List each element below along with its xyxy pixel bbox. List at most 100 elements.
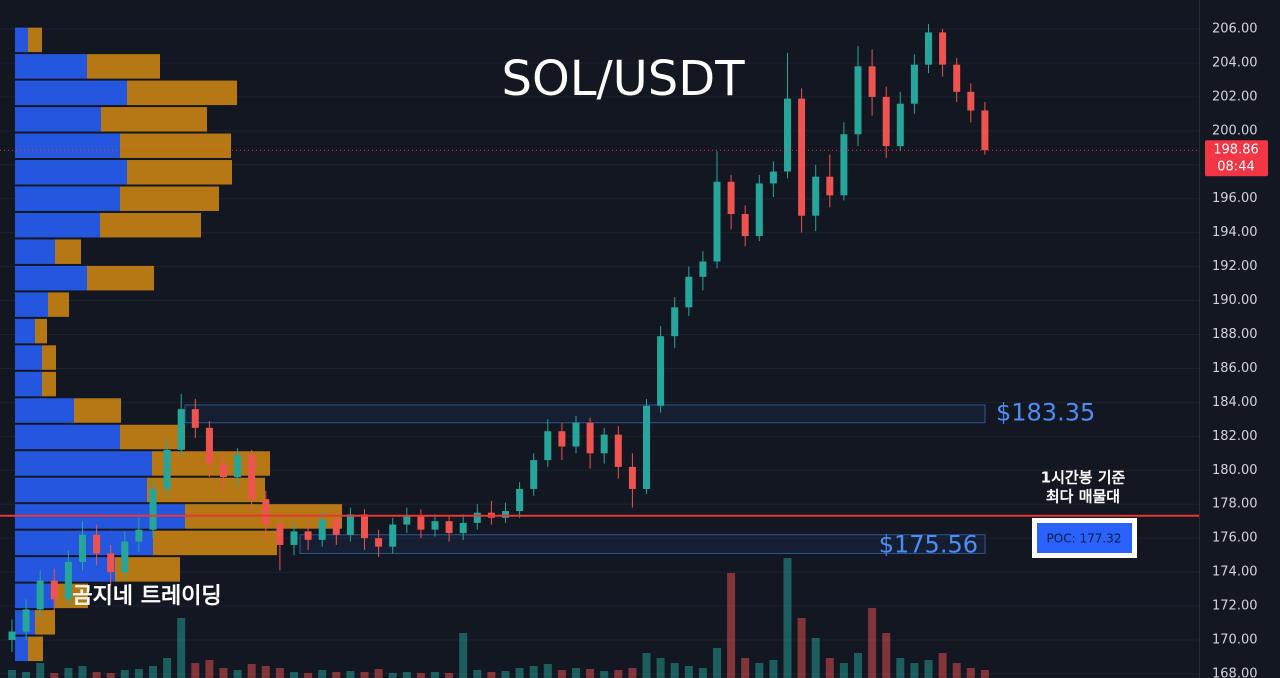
candle-body [854, 66, 862, 135]
candle-body [643, 405, 650, 489]
volume-bar [543, 664, 552, 678]
volume-bar [8, 670, 16, 678]
profile-sell [101, 107, 207, 132]
profile-buy [15, 160, 127, 185]
profile-buy [15, 239, 55, 264]
profile-buy [15, 54, 87, 79]
profile-sell [42, 371, 56, 397]
volume-bar [163, 658, 172, 678]
candle-body [671, 307, 679, 337]
candle-body [558, 431, 566, 447]
volume-bar [332, 672, 341, 678]
y-tick-label: 192.00 [1212, 259, 1258, 274]
y-tick-label: 178.00 [1212, 497, 1258, 512]
volume-bar [769, 660, 778, 678]
candle-body [220, 463, 227, 478]
volume-bar [92, 672, 101, 678]
candle-body [304, 531, 312, 540]
candle-body [346, 514, 354, 535]
candle-body [417, 516, 425, 530]
candle-body [332, 519, 340, 535]
candle-body [262, 499, 270, 525]
volume-bar [22, 672, 31, 678]
y-tick-label: 174.00 [1212, 565, 1258, 580]
candle-body [403, 516, 411, 525]
candle-body [8, 631, 16, 640]
profile-sell [153, 530, 277, 556]
volume-bar [416, 673, 425, 678]
profile-buy [15, 133, 120, 159]
candle-body [586, 422, 594, 454]
candle-body [361, 514, 368, 539]
candle-body [699, 261, 707, 277]
candle-body [22, 609, 30, 632]
volume-bar [811, 638, 820, 678]
y-tick-label: 204.00 [1212, 55, 1258, 70]
volume-bar [191, 663, 200, 678]
profile-sell [74, 398, 121, 423]
candle-body [459, 522, 467, 534]
profile-sell [127, 80, 237, 106]
y-tick-label: 184.00 [1212, 395, 1258, 410]
profile-buy [15, 477, 147, 503]
candle-body [953, 64, 961, 92]
y-tick-label: 202.00 [1212, 89, 1258, 104]
candle-body [868, 66, 876, 97]
candle-body [205, 427, 213, 464]
volume-bar [698, 668, 707, 678]
candle-body [910, 64, 918, 104]
profile-buy [15, 424, 120, 450]
candle-body [121, 541, 129, 573]
volume-bar [78, 666, 87, 678]
countdown-label: 08:44 [1217, 160, 1254, 175]
volume-bar [233, 670, 242, 678]
candle-body [798, 98, 806, 216]
y-tick-label: 194.00 [1212, 225, 1258, 240]
volume-bar [64, 668, 73, 678]
volume-bar [868, 608, 877, 678]
y-tick-label: 180.00 [1212, 463, 1258, 478]
candle-body [713, 181, 721, 262]
profile-buy [15, 583, 55, 609]
volume-bar [120, 670, 129, 678]
volume-bar [966, 668, 975, 678]
candle-body [50, 580, 58, 600]
candle-body [248, 454, 256, 500]
volume-bar [938, 653, 947, 678]
profile-buy [15, 107, 101, 132]
volume-bar [177, 618, 186, 678]
profile-sell [120, 133, 231, 159]
candle-body [628, 466, 636, 489]
profile-sell [120, 186, 219, 211]
volume-bar [205, 660, 214, 678]
candle-body [516, 488, 524, 512]
candle-body [191, 409, 199, 428]
y-tick-label: 186.00 [1212, 361, 1258, 376]
zone-label: $175.56 [879, 531, 978, 559]
profile-sell [55, 239, 81, 264]
candle-body [445, 521, 453, 534]
volume-bar [797, 618, 806, 678]
volume-bar [445, 673, 454, 678]
candle-body [755, 183, 763, 237]
candle-body [925, 32, 932, 65]
candle-body [657, 336, 665, 406]
volume-bar [36, 663, 45, 678]
profile-buy [15, 345, 42, 370]
candle-body [544, 431, 552, 461]
volume-bar [628, 668, 637, 678]
profile-buy [15, 265, 87, 291]
volume-bar [106, 673, 115, 678]
volume-bar [501, 671, 510, 678]
volume-bar [149, 666, 157, 678]
volume-bar [600, 671, 609, 678]
candle-body [135, 529, 143, 542]
volume-bar [459, 633, 468, 678]
candle-body [769, 171, 777, 184]
y-tick-label: 170.00 [1212, 632, 1258, 647]
candle-body [826, 176, 834, 196]
volume-bar [134, 669, 143, 678]
profile-buy [15, 451, 152, 476]
